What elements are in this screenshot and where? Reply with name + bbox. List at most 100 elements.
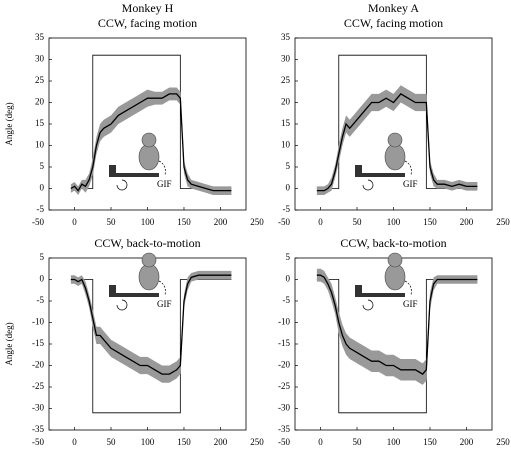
stimulus-line [316,54,478,189]
x-tick-label: 100 [387,437,401,447]
y-tick-label: -15 [32,338,44,348]
x-tick-label: 50 [107,437,117,447]
chart-title: CCW, back-to-motion [340,236,446,250]
x-tick-label: 0 [72,217,77,227]
x-tick-label: 200 [214,437,228,447]
chart-title: CCW, facing motion [344,16,443,30]
stimulus-line [70,279,232,414]
column-title: Monkey H [122,1,174,15]
x-tick-label: -50 [32,437,44,447]
inset-platform [109,293,159,297]
y-tick-label: 25 [35,75,45,85]
chart-title: CCW, back-to-motion [94,236,200,250]
inset-platform [355,293,405,297]
y-tick-label: 20 [281,97,291,107]
y-tick-label: -5 [37,204,45,214]
y-tick-label: 5 [286,252,291,262]
mean-line [70,274,232,375]
inset-label: GIF [403,299,418,309]
mean-line [70,93,232,192]
x-tick-label: 50 [353,437,363,447]
x-tick-label: 250 [496,437,510,447]
inset-monkey-body [138,263,160,291]
y-tick-label: -35 [278,424,290,434]
y-tick-label: 30 [281,54,291,64]
y-tick-label: -25 [32,381,44,391]
panel: CCW, back-to-motion-35-30-25-20-15-10-50… [4,236,264,453]
inset-tail [158,280,166,296]
y-tick-label: -5 [283,295,291,305]
inset-label: GIF [403,179,418,189]
inset-block [355,285,362,297]
x-tick-label: 150 [423,217,437,227]
y-tick-label: 30 [35,54,45,64]
x-tick-label: 0 [318,437,323,447]
inset-monkey-body [138,143,160,171]
inset-tail [404,280,412,296]
inset-tail [404,160,412,176]
x-tick-label: 50 [353,217,363,227]
y-axis-label: Angle (deg) [4,322,14,365]
mean-line [316,274,478,375]
y-tick-label: -10 [278,317,290,327]
y-tick-label: 10 [281,140,291,150]
x-tick-label: 50 [107,217,117,227]
y-axis-label: Angle (deg) [4,102,14,145]
x-tick-label: 0 [72,437,77,447]
inset-block [109,165,116,177]
y-tick-label: -15 [278,338,290,348]
inset-monkey-body [384,143,406,171]
y-tick-label: -10 [32,317,44,327]
inset-monkey-head [387,132,403,148]
inset-platform [109,173,159,177]
inset-monkey-head [141,252,157,268]
x-tick-label: -50 [278,217,290,227]
x-tick-label: 150 [177,217,191,227]
x-tick-label: 250 [496,217,510,227]
column-title: Monkey A [368,1,419,15]
inset-monkey-head [141,132,157,148]
y-tick-label: 35 [35,32,45,42]
y-tick-label: 20 [35,97,45,107]
y-tick-label: 0 [40,183,45,193]
y-tick-label: 10 [35,140,45,150]
x-tick-label: 250 [250,437,264,447]
y-tick-label: 5 [286,161,291,171]
y-tick-label: -30 [278,403,290,413]
inset-arrow [116,179,128,191]
x-tick-label: 250 [250,217,264,227]
inset-label: GIF [157,299,172,309]
x-tick-label: 0 [318,217,323,227]
y-tick-label: 15 [281,118,291,128]
x-tick-label: 150 [177,437,191,447]
y-tick-label: 0 [40,274,45,284]
y-tick-label: -5 [37,295,45,305]
y-tick-label: -25 [278,381,290,391]
error-band [316,268,478,385]
inset-arrow [116,299,128,311]
y-tick-label: -35 [32,424,44,434]
plot-frame [294,37,493,211]
x-tick-label: 100 [387,217,401,227]
stimulus-line [70,54,232,189]
x-tick-label: 200 [460,217,474,227]
plot-frame [48,37,247,211]
error-band [70,270,232,383]
x-tick-label: 150 [423,437,437,447]
y-tick-label: -5 [283,204,291,214]
inset-block [109,285,116,297]
inset-label: GIF [157,179,172,189]
x-tick-label: 200 [214,217,228,227]
inset-arrow [362,179,374,191]
y-tick-label: 5 [40,252,45,262]
inset-block [355,165,362,177]
inset-monkey-body [384,263,406,291]
chart-title: CCW, facing motion [98,16,197,30]
x-tick-label: 100 [141,217,155,227]
x-tick-label: 200 [460,437,474,447]
inset-arrow [362,299,374,311]
inset-platform [355,173,405,177]
